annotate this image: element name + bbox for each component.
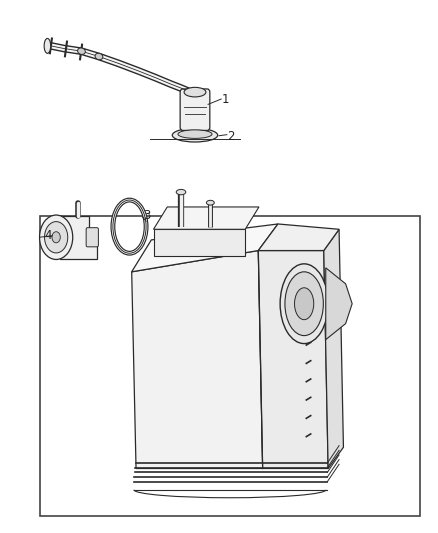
Ellipse shape: [294, 288, 314, 320]
Ellipse shape: [184, 87, 206, 97]
Bar: [40, 216, 420, 516]
Polygon shape: [326, 268, 352, 340]
Polygon shape: [258, 251, 328, 469]
Ellipse shape: [45, 222, 68, 253]
Ellipse shape: [206, 200, 214, 205]
Ellipse shape: [172, 128, 218, 142]
Bar: [153, 229, 245, 256]
Polygon shape: [132, 251, 263, 469]
Text: 1: 1: [222, 93, 230, 106]
Ellipse shape: [44, 38, 51, 53]
FancyBboxPatch shape: [180, 89, 210, 131]
Ellipse shape: [52, 232, 60, 243]
Text: 4: 4: [44, 229, 52, 242]
Ellipse shape: [78, 48, 85, 54]
Ellipse shape: [95, 53, 103, 60]
Ellipse shape: [39, 215, 73, 260]
Ellipse shape: [285, 272, 323, 336]
Ellipse shape: [178, 130, 212, 139]
Polygon shape: [324, 229, 343, 469]
Text: 2: 2: [227, 130, 234, 143]
FancyBboxPatch shape: [86, 228, 99, 247]
Ellipse shape: [176, 189, 186, 195]
Text: 3: 3: [143, 209, 150, 222]
Polygon shape: [60, 216, 97, 259]
Polygon shape: [132, 224, 278, 272]
Polygon shape: [153, 207, 259, 229]
Ellipse shape: [280, 264, 328, 344]
Polygon shape: [258, 224, 339, 251]
